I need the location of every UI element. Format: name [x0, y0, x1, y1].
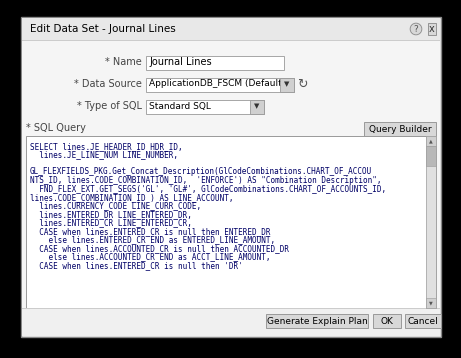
Bar	[426, 146, 436, 166]
Text: lines.CODE_COMBINATION_ID ) AS LINE_ACCOUNT,: lines.CODE_COMBINATION_ID ) AS LINE_ACCO…	[30, 193, 234, 202]
Text: Query Builder: Query Builder	[369, 125, 431, 134]
Text: ApplicationDB_FSCM (Default): ApplicationDB_FSCM (Default)	[149, 79, 285, 88]
Text: CASE when lines.ENTERED_CR is null then ENTERED_DR: CASE when lines.ENTERED_CR is null then …	[30, 227, 271, 236]
Text: Generate Explain Plan: Generate Explain Plan	[266, 316, 367, 325]
Bar	[22, 40, 440, 41]
Bar	[22, 18, 440, 336]
Text: GL_FLEXFIELDS_PKG.Get_Concat_Description(GlCodeCombinations.CHART_OF_ACCOU: GL_FLEXFIELDS_PKG.Get_Concat_Description…	[30, 168, 372, 176]
Text: ▼: ▼	[254, 103, 260, 109]
Text: SELECT lines.JE_HEADER_ID HDR_ID,: SELECT lines.JE_HEADER_ID HDR_ID,	[30, 142, 183, 151]
Bar	[22, 18, 440, 40]
Text: x: x	[429, 24, 435, 34]
Text: Standard SQL: Standard SQL	[149, 102, 211, 111]
Bar	[426, 298, 436, 308]
Text: else lines.ENTERED_CR END as ENTERED_LINE_AMOUNT,: else lines.ENTERED_CR END as ENTERED_LIN…	[30, 236, 275, 245]
Text: OK: OK	[381, 316, 393, 325]
Bar	[146, 56, 284, 70]
Text: CASE when lines.ENTERED_CR is null then 'DR': CASE when lines.ENTERED_CR is null then …	[30, 261, 243, 270]
Text: ↻: ↻	[297, 77, 307, 91]
Text: ▼: ▼	[284, 81, 290, 87]
Text: FND_FLEX_EXT.GET_SEGS('GL', 'GL#', GlCodeCombinations.CHART_OF_ACCOUNTS_ID,: FND_FLEX_EXT.GET_SEGS('GL', 'GL#', GlCod…	[30, 184, 386, 194]
Bar	[373, 314, 401, 328]
Bar	[146, 78, 294, 92]
Bar	[146, 100, 264, 114]
Text: * Name: * Name	[105, 57, 142, 67]
Text: lines.ENTERED_CR LINE_ENTERED_CR,: lines.ENTERED_CR LINE_ENTERED_CR,	[30, 218, 192, 227]
Bar	[22, 309, 440, 336]
Bar	[22, 41, 440, 336]
Text: * Data Source: * Data Source	[74, 79, 142, 89]
Bar	[22, 308, 440, 309]
Text: lines.JE_LINE_NUM LINE_NUMBER,: lines.JE_LINE_NUM LINE_NUMBER,	[30, 150, 178, 160]
Text: * Type of SQL: * Type of SQL	[77, 101, 142, 111]
Text: lines.ENTERED_DR LINE_ENTERED_DR,: lines.ENTERED_DR LINE_ENTERED_DR,	[30, 210, 192, 219]
Text: ?: ?	[414, 24, 419, 34]
Bar	[21, 17, 441, 337]
Bar	[280, 78, 294, 92]
Bar	[26, 136, 436, 308]
Bar	[426, 136, 436, 146]
Text: * SQL Query: * SQL Query	[26, 123, 86, 133]
Text: Journal Lines: Journal Lines	[149, 57, 212, 67]
Text: ▲: ▲	[429, 139, 433, 144]
Text: Cancel: Cancel	[408, 316, 438, 325]
Text: CASE when lines.ACCOUNTED_CR is null then ACCOUNTED_DR: CASE when lines.ACCOUNTED_CR is null the…	[30, 244, 289, 253]
Bar	[405, 314, 441, 328]
Bar	[426, 136, 436, 308]
Text: NTS_ID, lines.CODE_COMBINATION_ID,  'ENFORCE') AS "Combination Description",: NTS_ID, lines.CODE_COMBINATION_ID, 'ENFO…	[30, 176, 382, 185]
Bar	[266, 314, 368, 328]
Bar	[250, 100, 264, 114]
Text: Edit Data Set - Journal Lines: Edit Data Set - Journal Lines	[30, 24, 176, 34]
Text: else lines.ACCOUNTED_CR END as ACCT_LINE_AMOUNT,: else lines.ACCOUNTED_CR END as ACCT_LINE…	[30, 252, 271, 261]
Text: lines.CURRENCY_CODE LINE_CURR_CODE,: lines.CURRENCY_CODE LINE_CURR_CODE,	[30, 202, 201, 211]
Bar	[364, 122, 436, 136]
Text: ▼: ▼	[429, 300, 433, 305]
